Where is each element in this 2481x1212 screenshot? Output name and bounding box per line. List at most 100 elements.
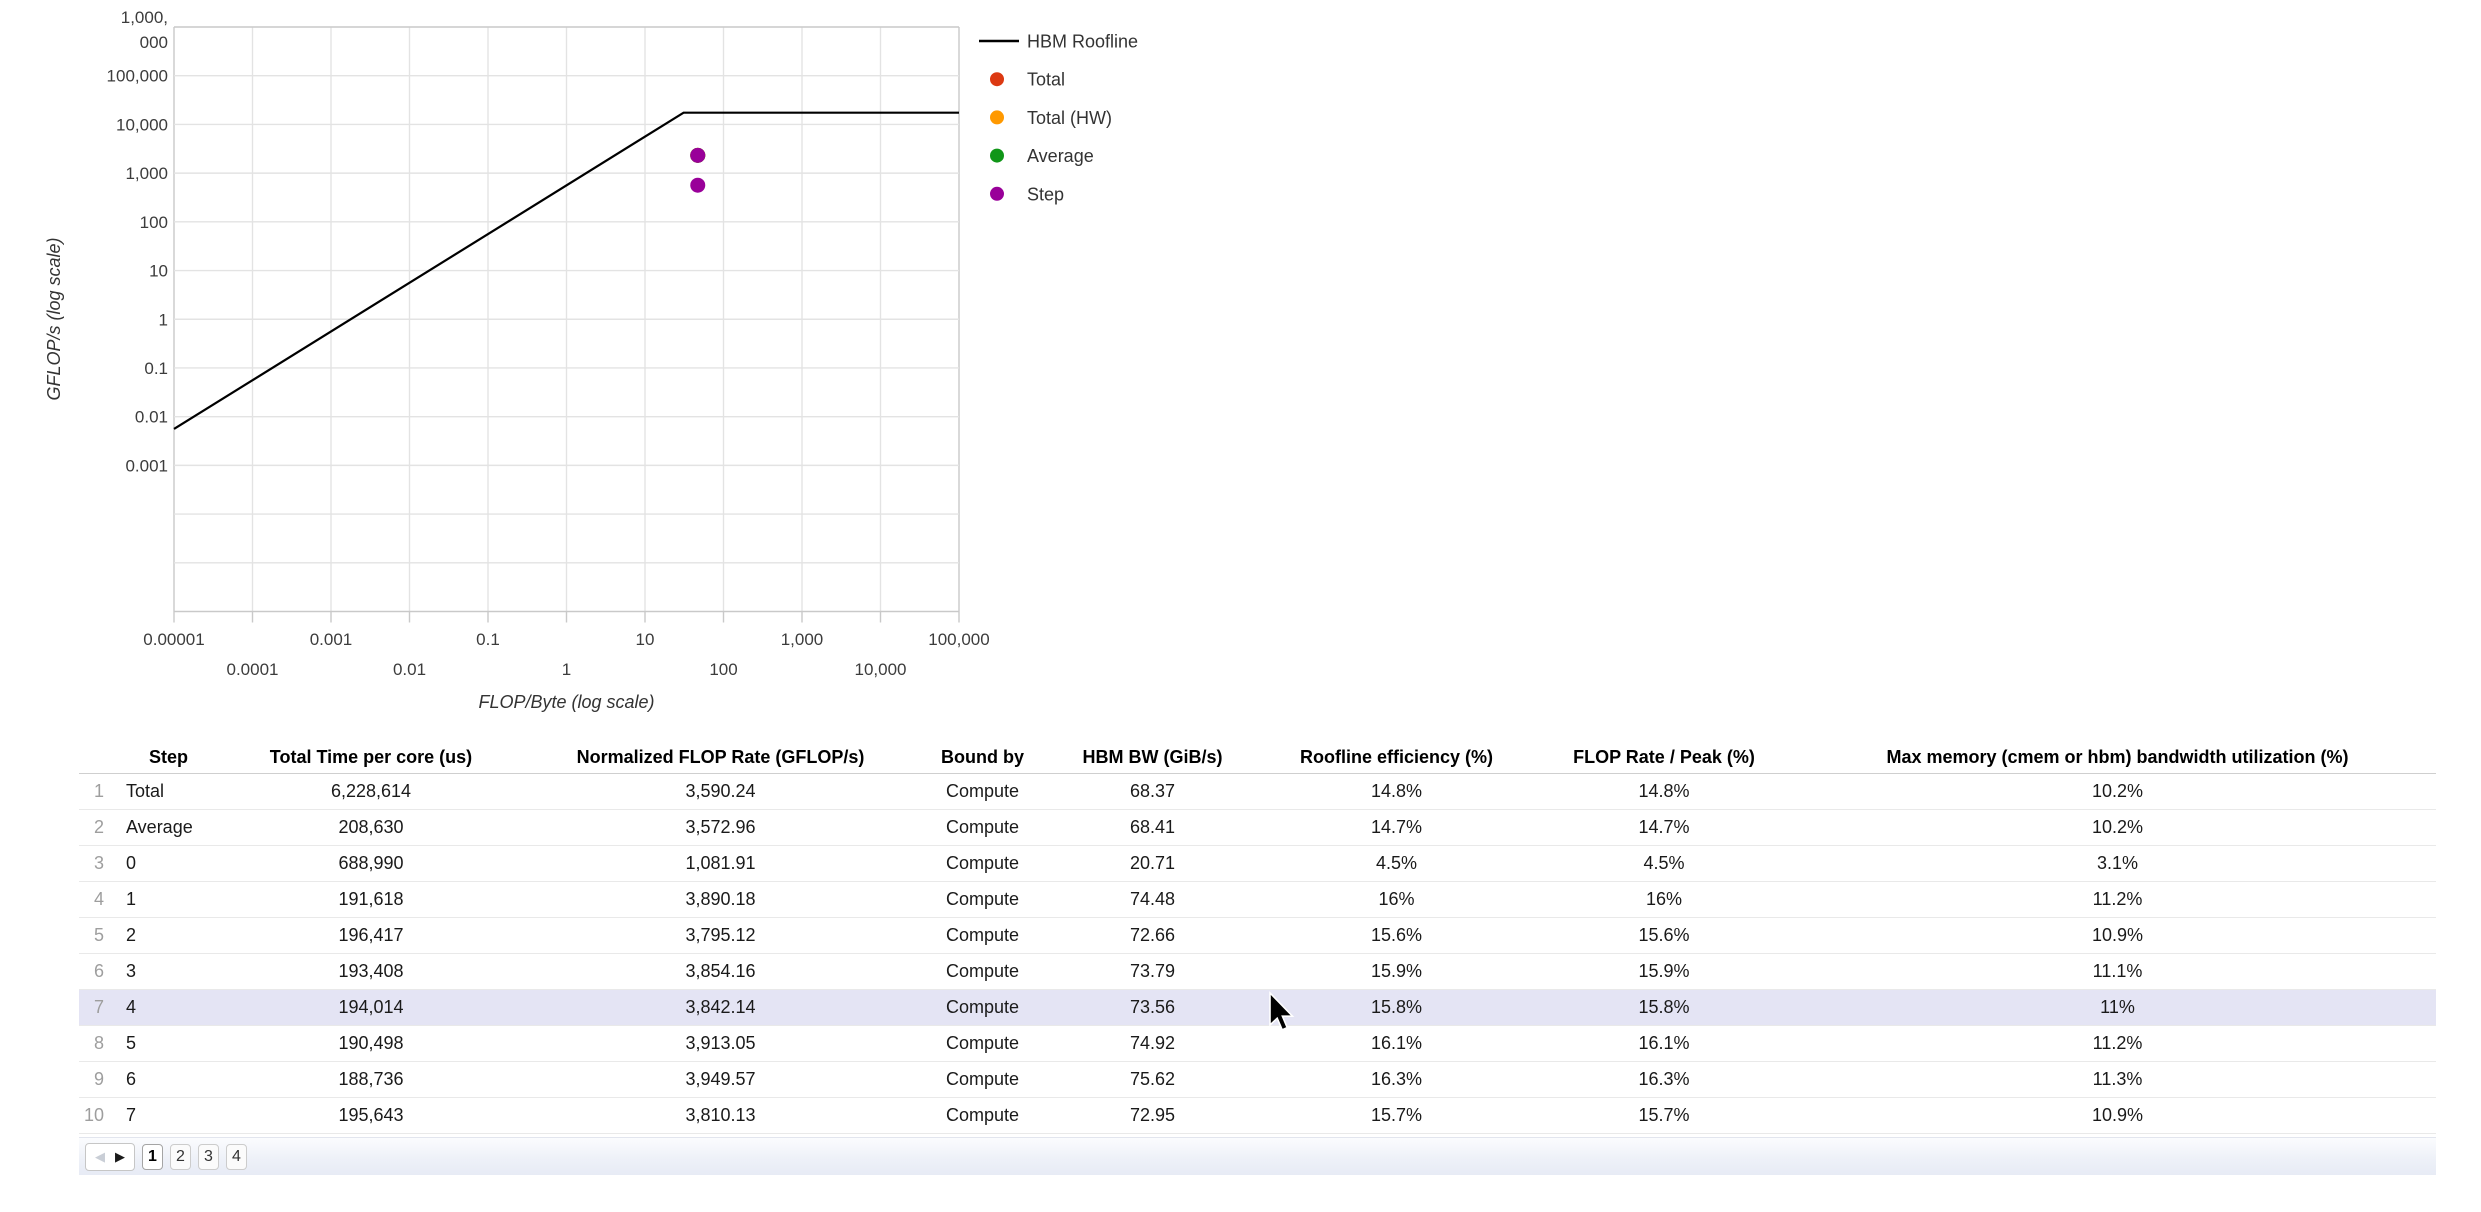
column-header[interactable]: Bound by — [924, 741, 1041, 774]
row-number: 7 — [79, 989, 112, 1026]
table-cell: 16.1% — [1264, 1025, 1529, 1062]
table-cell: 15.6% — [1529, 917, 1799, 954]
table-cell: 3 — [112, 953, 225, 990]
legend-dot-swatch — [990, 186, 1004, 201]
table-cell: Total — [112, 773, 225, 810]
table-row[interactable]: 5 2 196,417 3,795.12 Compute 72.66 15.6% 15.6% 1… — [79, 917, 2436, 954]
table-cell: 4 — [112, 989, 225, 1026]
table-cell: Compute — [924, 953, 1041, 990]
svg-text:100: 100 — [709, 660, 737, 679]
table-cell: 74.92 — [1041, 1025, 1264, 1062]
table-cell: 11.2% — [1799, 1025, 2436, 1062]
table-row[interactable]: 3 0 688,990 1,081.91 Compute 20.71 4.5% 4.5% 3.1… — [79, 845, 2436, 882]
column-header[interactable]: Total Time per core (us) — [225, 741, 517, 774]
svg-text:0.01: 0.01 — [393, 660, 426, 679]
column-header[interactable]: Max memory (cmem or hbm) bandwidth utili… — [1799, 741, 2436, 774]
table-cell: 15.6% — [1264, 917, 1529, 954]
row-number: 2 — [79, 809, 112, 846]
table-cell: 190,498 — [225, 1025, 517, 1062]
page-nav-buttons: ◀ ▶ — [85, 1142, 135, 1171]
table-row[interactable]: 1 Total 6,228,614 3,590.24 Compute 68.37 14.8%… — [79, 773, 2436, 810]
table-row[interactable]: 9 6 188,736 3,949.57 Compute 75.62 16.3% 16.3% 1… — [79, 1061, 2436, 1098]
legend-dot-swatch — [990, 110, 1004, 125]
table-cell: 72.66 — [1041, 917, 1264, 954]
svg-text:1: 1 — [159, 310, 168, 329]
svg-text:Total: Total — [1027, 70, 1065, 90]
page-button-3[interactable]: 3 — [198, 1143, 219, 1170]
table-row[interactable]: 8 5 190,498 3,913.05 Compute 74.92 16.1% 16.1% 1… — [79, 1025, 2436, 1062]
roofline-chart: 1,000, 000 100,000 10,000 1,000 100 10 1 0.1 0.01… — [0, 0, 1260, 735]
page-button-4[interactable]: 4 — [226, 1143, 247, 1170]
table-row[interactable]: 4 1 191,618 3,890.18 Compute 74.48 16% 16% 11.2% — [79, 881, 2436, 918]
column-header[interactable]: Normalized FLOP Rate (GFLOP/s) — [517, 741, 924, 774]
legend-dot-swatch — [990, 72, 1004, 87]
table-cell: 194,014 — [225, 989, 517, 1026]
prev-page-button[interactable]: ◀ — [95, 1148, 105, 1164]
svg-text:HBM Roofline: HBM Roofline — [1027, 32, 1138, 52]
table-cell: 15.9% — [1264, 953, 1529, 990]
table-cell: 74.48 — [1041, 881, 1264, 918]
table-cell: 15.8% — [1529, 989, 1799, 1026]
chart-legend: HBM Roofline Total Total (HW) Average Step — [979, 32, 1138, 204]
table-cell: 10.2% — [1799, 809, 2436, 846]
table-cell: 16.1% — [1529, 1025, 1799, 1062]
table-cell: 4.5% — [1264, 845, 1529, 882]
svg-text:000: 000 — [140, 33, 168, 52]
table-cell: 3,949.57 — [517, 1061, 924, 1098]
x-axis-tick-labels: 0.00001 0.0001 0.001 0.01 0.1 1 10 100 1,000 10,0… — [143, 630, 989, 679]
table-cell: 6 — [112, 1061, 225, 1098]
table-cell: 11% — [1799, 989, 2436, 1026]
table-cell: 10.9% — [1799, 917, 2436, 954]
y-axis-title: GFLOP/s (log scale) — [44, 237, 64, 400]
page-button-2[interactable]: 2 — [170, 1143, 191, 1170]
table-header-row: Step Total Time per core (us) Normalized F… — [79, 741, 2436, 774]
row-number: 8 — [79, 1025, 112, 1062]
svg-text:10: 10 — [149, 262, 168, 281]
table-cell: 188,736 — [225, 1061, 517, 1098]
table-cell: Compute — [924, 917, 1041, 954]
legend-dot-swatch — [990, 148, 1004, 163]
column-header[interactable]: FLOP Rate / Peak (%) — [1529, 741, 1799, 774]
svg-text:1,000: 1,000 — [781, 630, 824, 649]
column-header[interactable]: Step — [112, 741, 225, 774]
table-cell: 11.3% — [1799, 1061, 2436, 1098]
svg-text:100: 100 — [140, 213, 168, 232]
table-row[interactable]: 6 3 193,408 3,854.16 Compute 73.79 15.9% 15.9% 1… — [79, 953, 2436, 990]
table-cell: 1 — [112, 881, 225, 918]
table-cell: 208,630 — [225, 809, 517, 846]
table-cell: 75.62 — [1041, 1061, 1264, 1098]
table-cell: 3,572.96 — [517, 809, 924, 846]
roofline-line — [173, 111, 959, 430]
table-cell: 11.2% — [1799, 881, 2436, 918]
table-cell: 6,228,614 — [225, 773, 517, 810]
y-axis-tick-labels: 1,000, 000 100,000 10,000 1,000 100 10 1 0.1 0.01… — [107, 8, 168, 475]
table-cell: 196,417 — [225, 917, 517, 954]
table-cell: Compute — [924, 809, 1041, 846]
table-cell: 72.95 — [1041, 1097, 1264, 1134]
svg-text:Step: Step — [1027, 184, 1064, 204]
table-row[interactable]: 7 4 194,014 3,842.14 Compute 73.56 15.8% 15.8% 1… — [79, 989, 2436, 1026]
svg-text:Average: Average — [1027, 146, 1094, 166]
svg-text:Total (HW): Total (HW) — [1027, 108, 1112, 128]
table-row[interactable]: 10 7 195,643 3,810.13 Compute 72.95 15.7% 15.7%… — [79, 1097, 2436, 1134]
table-row[interactable]: 2 Average 208,630 3,572.96 Compute 68.41 14.7%… — [79, 809, 2436, 846]
column-header[interactable]: HBM BW (GiB/s) — [1041, 741, 1264, 774]
row-number: 10 — [79, 1097, 112, 1134]
table-cell: 15.7% — [1529, 1097, 1799, 1134]
next-page-button[interactable]: ▶ — [115, 1148, 125, 1164]
table-cell: 193,408 — [225, 953, 517, 990]
page-button-1[interactable]: 1 — [142, 1143, 163, 1170]
table-cell: 16.3% — [1264, 1061, 1529, 1098]
svg-text:0.1: 0.1 — [476, 630, 500, 649]
column-header[interactable]: Roofline efficiency (%) — [1264, 741, 1529, 774]
table-cell: 3,795.12 — [517, 917, 924, 954]
table-cell: 15.7% — [1264, 1097, 1529, 1134]
steps-table: Step Total Time per core (us) Normalized F… — [79, 741, 2436, 1134]
x-axis-title: FLOP/Byte (log scale) — [478, 692, 654, 712]
table-cell: 3,590.24 — [517, 773, 924, 810]
table-cell: 10.2% — [1799, 773, 2436, 810]
row-number-header — [79, 741, 112, 774]
table-cell: Compute — [924, 989, 1041, 1026]
